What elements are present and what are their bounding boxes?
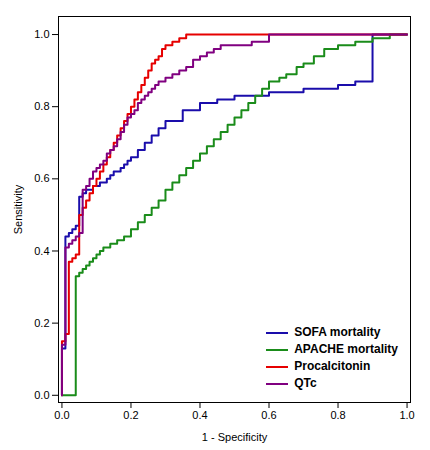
- svg-text:0.8: 0.8: [330, 409, 345, 421]
- html-text:QTc: QTc: [294, 376, 317, 390]
- html-text:SOFA mortality: SOFA mortality: [294, 325, 381, 339]
- svg-text:0.0: 0.0: [54, 409, 69, 421]
- svg-text:0.2: 0.2: [34, 317, 49, 329]
- svg-text:0.2: 0.2: [123, 409, 138, 421]
- html-text:APACHE mortality: APACHE mortality: [294, 342, 398, 356]
- svg-text:0.6: 0.6: [34, 172, 49, 184]
- html-text:Procalcitonin: Procalcitonin: [294, 359, 371, 373]
- svg-text:0.4: 0.4: [34, 245, 49, 257]
- svg-text:Sensitivity: Sensitivity: [12, 184, 24, 234]
- svg-text:1.0: 1.0: [34, 28, 49, 40]
- svg-text:0.8: 0.8: [34, 100, 49, 112]
- svg-text:0.0: 0.0: [34, 389, 49, 401]
- svg-text:1.0: 1.0: [399, 409, 414, 421]
- svg-text:1 - Specificity: 1 - Specificity: [202, 431, 268, 443]
- svg-text:0.6: 0.6: [261, 409, 276, 421]
- svg-text:0.4: 0.4: [192, 409, 207, 421]
